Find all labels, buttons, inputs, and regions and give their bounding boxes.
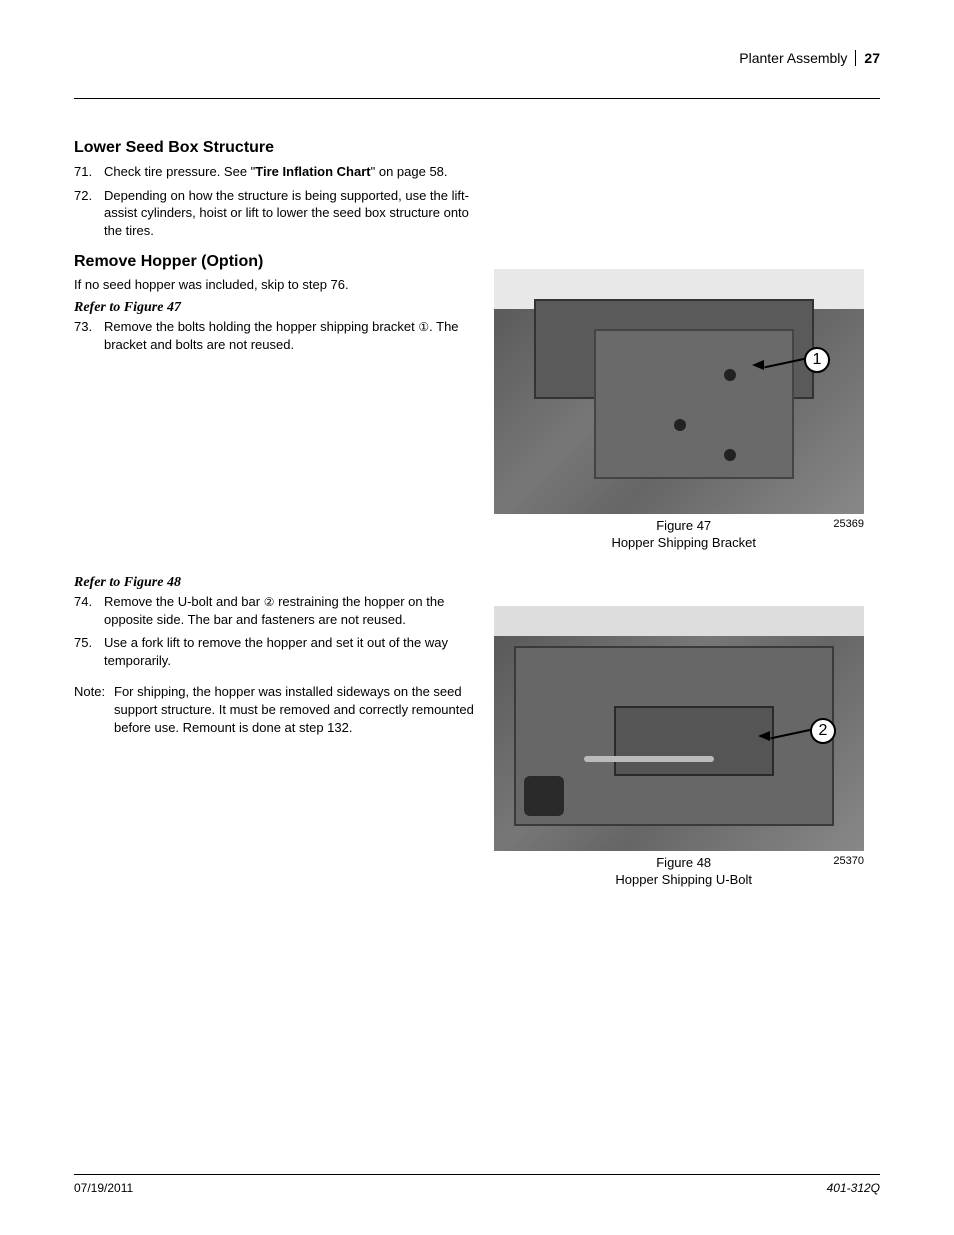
callout-arrowhead-icon	[758, 731, 770, 741]
footer-date: 07/19/2011	[74, 1181, 133, 1195]
content-columns: Lower Seed Box Structure 71. Check tire …	[74, 139, 880, 915]
step-body: Check tire pressure. See "Tire Inflation…	[104, 163, 474, 181]
vertical-spacer	[74, 367, 474, 571]
figure-image-48: 2	[494, 606, 864, 851]
figure-label: Figure 47	[656, 518, 711, 533]
section-heading: Lower Seed Box Structure	[74, 139, 474, 157]
footer-rule	[74, 1174, 880, 1175]
figure-reference: Refer to Figure 47	[74, 300, 474, 316]
figure-caption-row: Figure 47 Hopper Shipping Bracket 25369	[494, 518, 864, 552]
xref-bold: Tire Inflation Chart	[255, 164, 370, 179]
vertical-spacer	[494, 578, 880, 606]
step-list: 73. Remove the bolts holding the hopper …	[74, 318, 474, 353]
step-item: 75. Use a fork lift to remove the hopper…	[74, 634, 474, 669]
step-item: 71. Check tire pressure. See "Tire Infla…	[74, 163, 474, 181]
step-body: Remove the bolts holding the hopper ship…	[104, 318, 474, 353]
step-number: 74.	[74, 593, 104, 628]
step-number: 72.	[74, 187, 104, 240]
section-title: Planter Assembly	[739, 50, 847, 66]
header-divider	[855, 50, 856, 66]
right-column: 1 Figure 47 Hopper Shipping Bracket 2536…	[494, 139, 880, 915]
step-number: 71.	[74, 163, 104, 181]
figure-image-47: 1	[494, 269, 864, 514]
step-body: Depending on how the structure is being …	[104, 187, 474, 240]
step-item: 72. Depending on how the structure is be…	[74, 187, 474, 240]
header-rule	[74, 98, 880, 99]
figure-caption: Hopper Shipping U-Bolt	[615, 872, 752, 887]
figure-refnum: 25369	[833, 518, 864, 530]
step-list: 74. Remove the U-bolt and bar ② restrain…	[74, 593, 474, 669]
step-body: Use a fork lift to remove the hopper and…	[104, 634, 474, 669]
section-intro: If no seed hopper was included, skip to …	[74, 277, 474, 292]
step-number: 75.	[74, 634, 104, 669]
figure-block: 2 Figure 48 Hopper Shipping U-Bolt 25370	[494, 606, 880, 889]
step-body: Remove the U-bolt and bar ② restraining …	[104, 593, 474, 628]
footer-docnum: 401-312Q	[827, 1181, 880, 1195]
callout-ref-2: ②	[264, 596, 275, 608]
figure-callout-1: 1	[804, 347, 830, 373]
section-heading: Remove Hopper (Option)	[74, 253, 474, 271]
left-column: Lower Seed Box Structure 71. Check tire …	[74, 139, 474, 915]
step-item: 73. Remove the bolts holding the hopper …	[74, 318, 474, 353]
figure-caption: Hopper Shipping Bracket	[611, 535, 756, 550]
figure-reference: Refer to Figure 48	[74, 575, 474, 591]
figure-block: 1 Figure 47 Hopper Shipping Bracket 2536…	[494, 269, 880, 552]
note: Note: For shipping, the hopper was insta…	[74, 683, 474, 736]
figure-callout-2: 2	[810, 718, 836, 744]
step-list: 71. Check tire pressure. See "Tire Infla…	[74, 163, 474, 239]
figure-refnum: 25370	[833, 855, 864, 867]
figure-caption-row: Figure 48 Hopper Shipping U-Bolt 25370	[494, 855, 864, 889]
callout-ref-1: ①	[418, 321, 429, 333]
callout-arrowhead-icon	[752, 360, 764, 370]
vertical-spacer	[494, 139, 880, 269]
page-header: Planter Assembly 27	[74, 50, 880, 66]
note-body: For shipping, the hopper was installed s…	[114, 683, 474, 736]
figure-label: Figure 48	[656, 855, 711, 870]
note-label: Note:	[74, 683, 114, 736]
page-number: 27	[864, 50, 880, 66]
page-footer: 07/19/2011 401-312Q	[74, 1174, 880, 1195]
step-item: 74. Remove the U-bolt and bar ② restrain…	[74, 593, 474, 628]
step-number: 73.	[74, 318, 104, 353]
